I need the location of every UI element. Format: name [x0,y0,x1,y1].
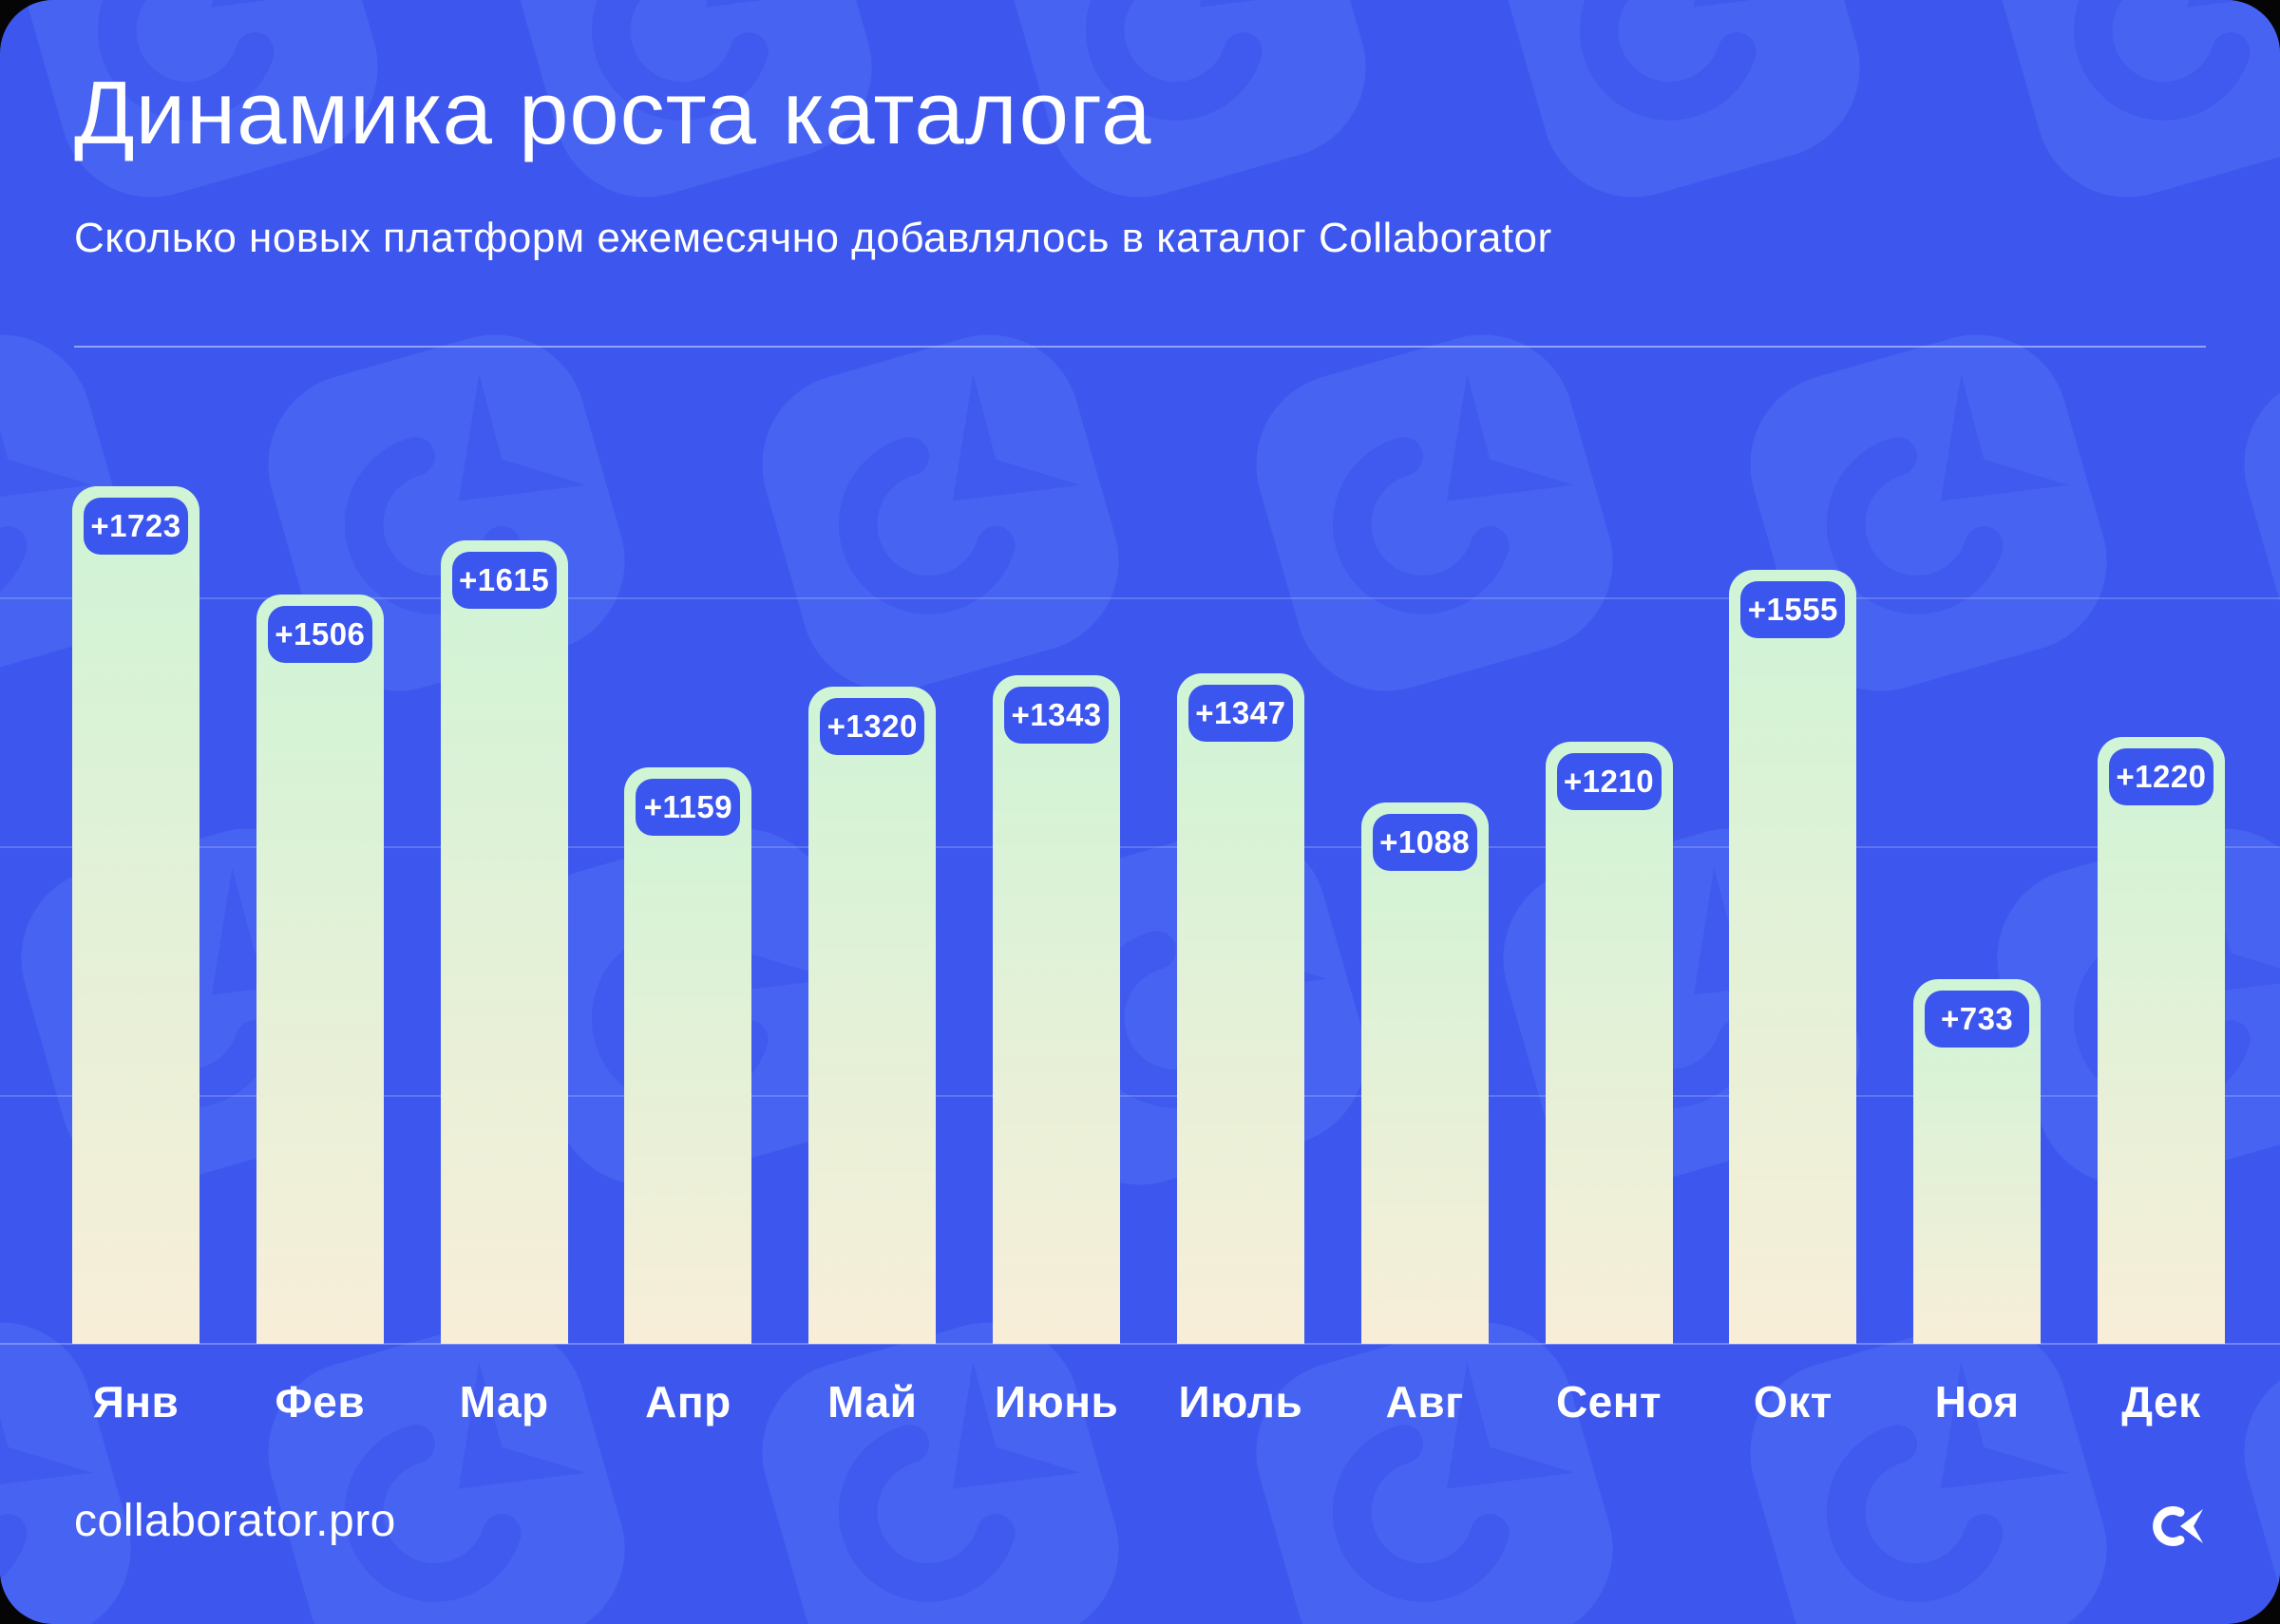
bar-value-badge: +1220 [2108,748,2214,805]
gridline-1500 [0,597,2280,599]
header-divider [74,346,2206,348]
chart-bar-1: +1723 [72,486,200,1344]
bar-value-badge: +1088 [1372,814,1477,871]
month-label-11: Ноя [1934,1377,2020,1426]
month-label-7: Июль [1178,1377,1303,1426]
x-axis-line [0,1343,2280,1345]
chart-bar-2: +1506 [256,595,384,1344]
chart-bar-4: +1159 [624,767,752,1344]
bar-value-badge: +1615 [451,552,557,609]
chart-bar-8: +1088 [1360,803,1489,1344]
chart-bar-3: +1615 [440,540,568,1344]
month-label-6: Июнь [994,1377,1119,1426]
x-axis-labels: Янв Фев Мар Апр Май Июнь Июль Авг Сент Окт Ноя Дек [72,1376,2225,1427]
gridline-500 [0,1095,2280,1097]
bar-value-badge: +1347 [1188,685,1293,742]
bar-value-badge: +1159 [636,779,741,836]
month-label-2: Фев [275,1377,366,1426]
month-label-9: Сент [1555,1377,1662,1426]
month-label-4: Апр [645,1377,732,1426]
month-label-8: Авг [1385,1377,1464,1426]
month-label-1: Янв [92,1377,180,1426]
page-title: Динамика роста каталога [74,63,1152,162]
bar-chart: +1723 +1506 +1615 +1159 +1320 +1343 +1347 +1088… [72,486,2225,1344]
collaborator-logo-icon [2153,1506,2203,1546]
bar-value-badge: +1210 [1556,753,1662,810]
chart-bar-12: +1220 [2097,737,2225,1344]
chart-bar-9: +1210 [1545,742,1673,1344]
bar-value-badge: +1320 [820,698,925,755]
month-label-10: Окт [1753,1377,1833,1426]
site-url: collaborator.pro [74,1496,396,1546]
chart-bar-7: +1347 [1176,673,1304,1344]
month-label-3: Мар [459,1377,549,1426]
chart-bar-10: +1555 [1729,570,1857,1344]
chart-bar-6: +1343 [993,675,1121,1344]
bar-value-badge: +1555 [1740,581,1846,638]
page-subtitle: Сколько новых платформ ежемесячно добавл… [74,215,1552,261]
bar-value-badge: +1506 [267,606,372,663]
gridline-1000 [0,846,2280,848]
bar-value-badge: +1343 [1004,687,1110,744]
chart-bar-5: +1320 [808,687,937,1344]
bar-value-badge: +733 [1925,991,2030,1048]
chart-bar-11: +733 [1913,979,2042,1344]
month-label-12: Дек [2121,1377,2201,1426]
bar-value-badge: +1723 [84,498,188,555]
month-label-5: Май [827,1377,918,1426]
